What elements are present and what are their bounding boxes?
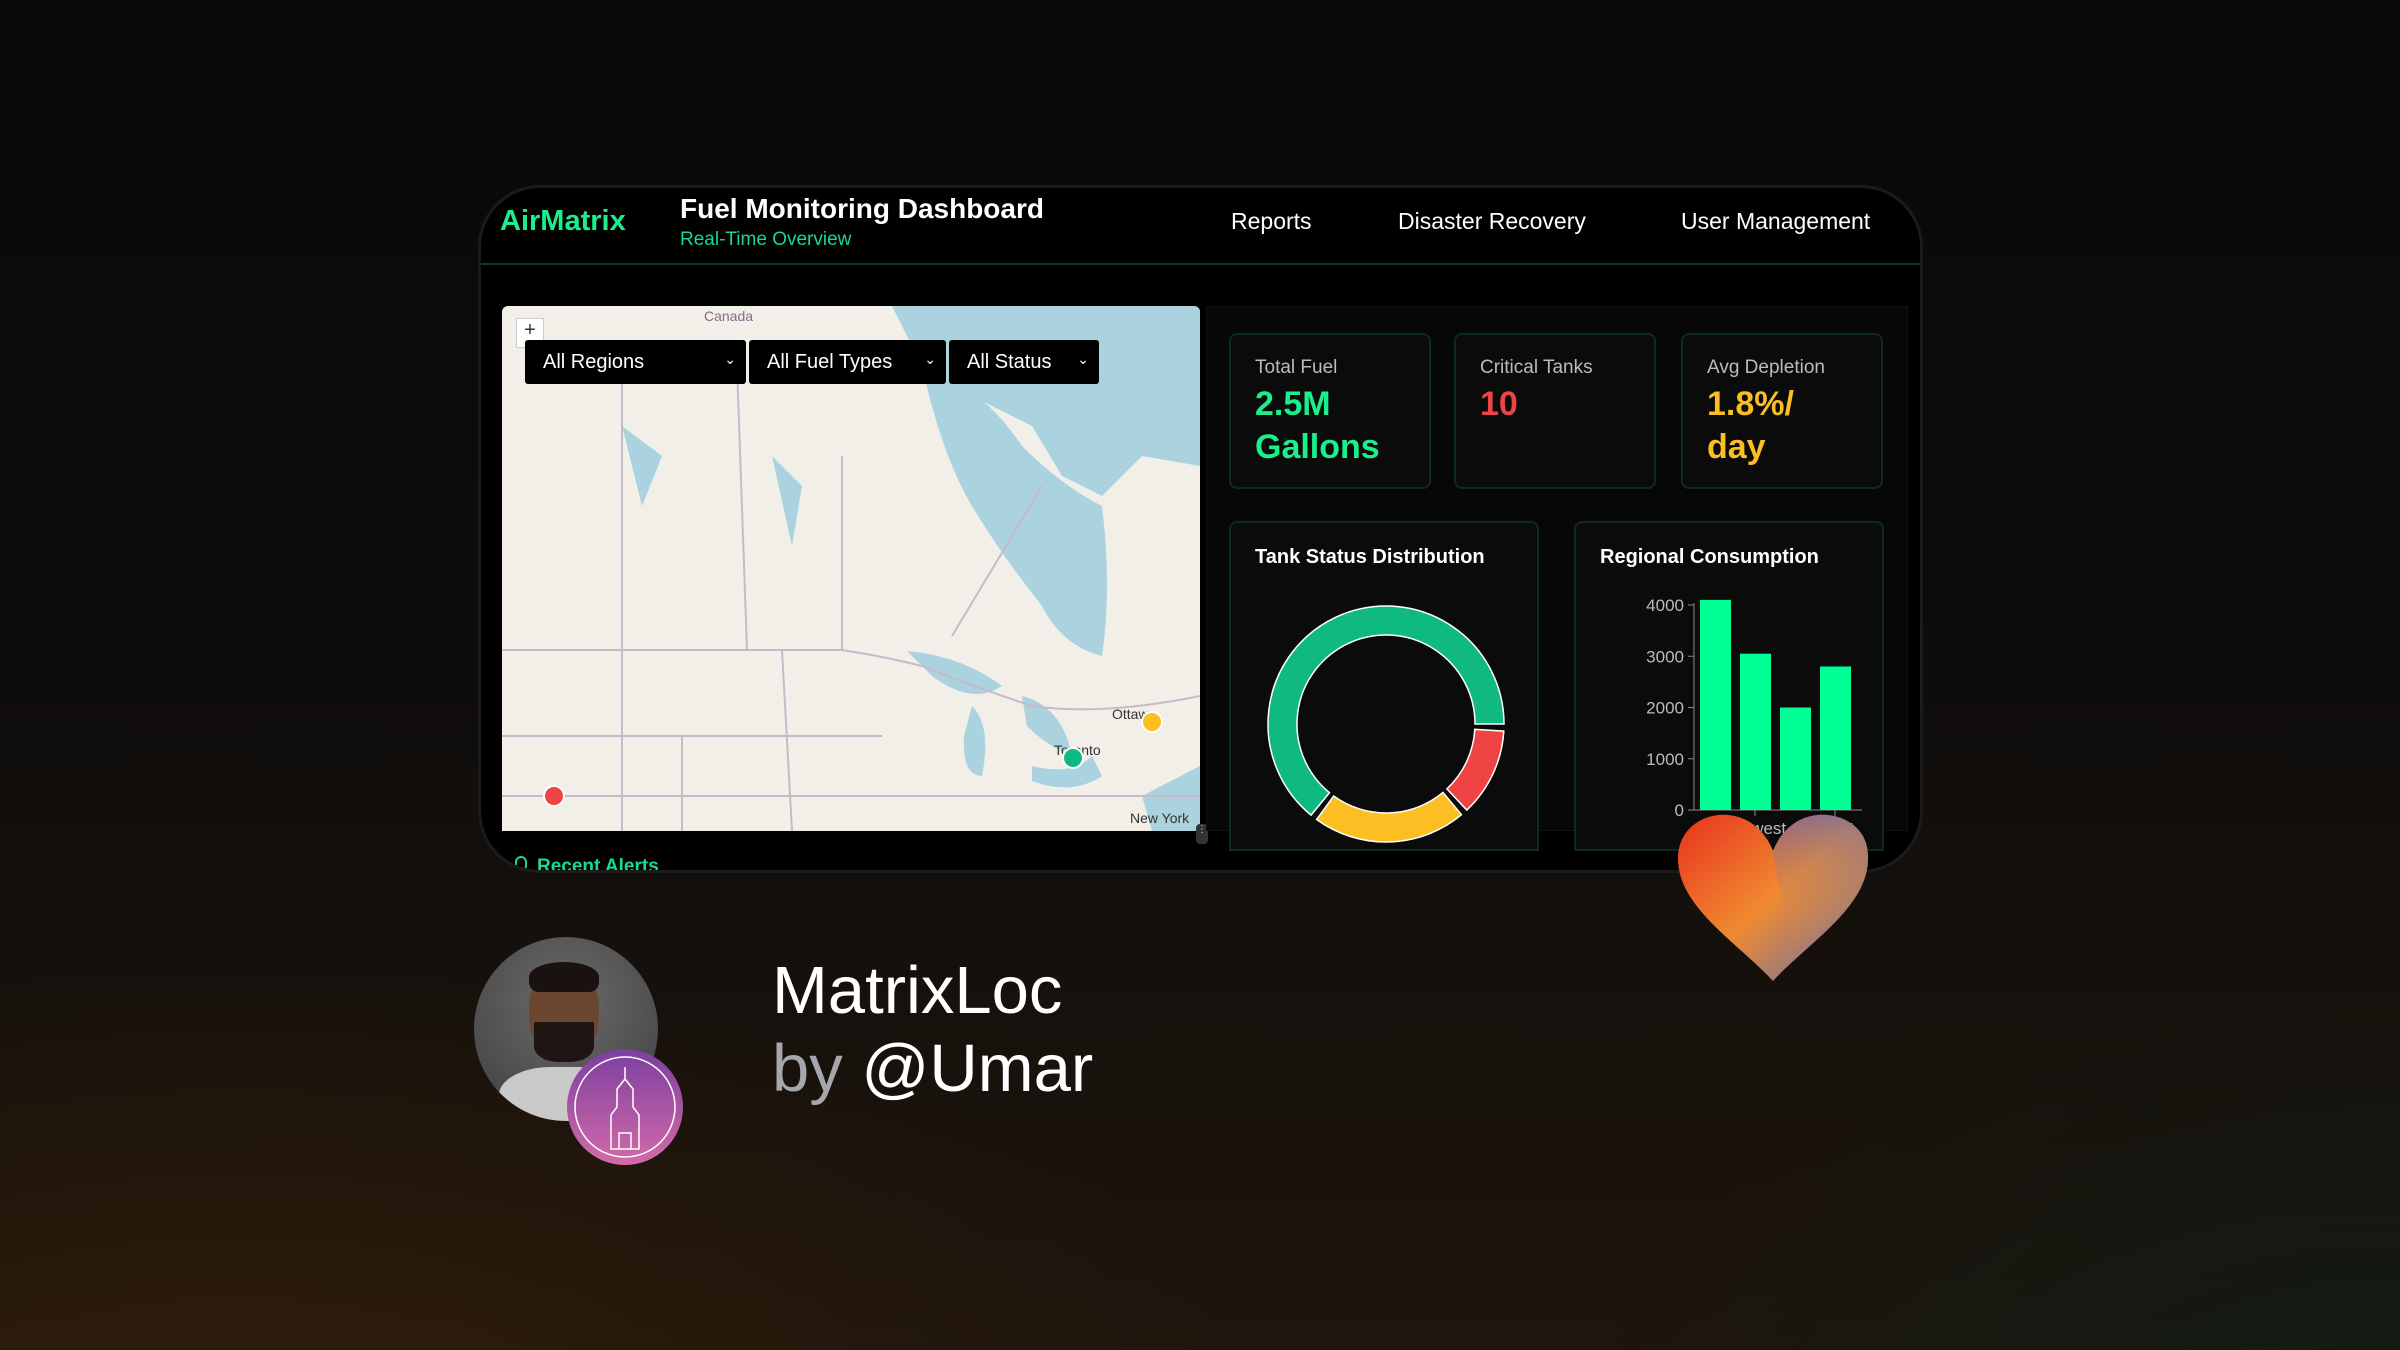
bar[interactable] <box>1780 707 1811 811</box>
region-filter-select[interactable]: All Regions ⌄ <box>525 340 746 384</box>
donut-slice[interactable] <box>1315 791 1463 843</box>
nav-disaster-recovery[interactable]: Disaster Recovery <box>1398 208 1586 234</box>
metrics-panel: Total Fuel 2.5M Gallons Critical Tanks 1… <box>1206 306 1908 851</box>
status-filter-value: All Status <box>967 351 1052 373</box>
map-marker-normal[interactable] <box>1062 747 1084 769</box>
page-title: Fuel Monitoring Dashboard <box>680 193 1044 224</box>
map-marker-critical[interactable] <box>543 785 565 807</box>
recent-alerts-title: Recent Alerts <box>537 856 659 873</box>
church-icon <box>574 1056 676 1158</box>
page-subtitle: Real-Time Overview <box>680 229 852 250</box>
stat-label: Total Fuel <box>1255 357 1338 378</box>
logo[interactable]: AirMatrix <box>500 205 626 237</box>
by-label: by <box>772 1031 843 1106</box>
stat-value: 10 <box>1480 385 1518 423</box>
recent-alerts-heading: Recent Alerts <box>515 856 659 873</box>
bar[interactable] <box>1700 599 1731 810</box>
tank-status-chart-card: Tank Status Distribution <box>1229 521 1539 851</box>
map-label-new-york: New York <box>1130 810 1190 826</box>
nav-reports[interactable]: Reports <box>1231 208 1312 234</box>
donut-chart <box>1267 605 1505 843</box>
donut-slice[interactable] <box>1445 728 1505 812</box>
status-filter-select[interactable]: All Status ⌄ <box>949 340 1099 384</box>
chevron-down-icon: ⌄ <box>1077 351 1089 367</box>
chevron-down-icon: ⌄ <box>724 351 736 367</box>
regional-consumption-chart-card: Regional Consumption 01000200030004000Mi… <box>1574 521 1884 851</box>
stat-avg-depletion: Avg Depletion 1.8%/ day <box>1681 333 1883 489</box>
author-credit: by @Umar <box>772 1030 1093 1107</box>
donut-slice[interactable] <box>1267 605 1505 817</box>
y-tick-label: 1000 <box>1646 750 1684 769</box>
y-tick-label: 4000 <box>1646 596 1684 615</box>
stat-value: 2.5M Gallons <box>1255 385 1380 466</box>
alert-icon <box>515 856 527 870</box>
chevron-down-icon: ⌄ <box>924 351 936 367</box>
bar[interactable] <box>1740 653 1771 810</box>
stat-label: Critical Tanks <box>1480 357 1593 378</box>
map[interactable]: + Canada Ottawa Toronto New York All Reg… <box>502 306 1200 831</box>
dashboard-card: AirMatrix Fuel Monitoring Dashboard Real… <box>478 185 1923 873</box>
project-name: MatrixLoc <box>772 953 1063 1028</box>
region-filter-value: All Regions <box>543 351 645 373</box>
stat-value: 1.8%/ day <box>1707 385 1794 466</box>
bar-chart: 01000200030004000MidwestWest <box>1646 596 1862 838</box>
map-label-canada: Canada <box>704 308 754 324</box>
stat-critical-tanks: Critical Tanks 10 <box>1454 333 1656 489</box>
org-badge <box>567 1049 683 1165</box>
bar[interactable] <box>1820 666 1851 811</box>
map-marker-warning[interactable] <box>1141 711 1163 733</box>
resize-handle[interactable]: ⋮ <box>1196 824 1208 844</box>
heart-icon <box>1677 814 1869 981</box>
y-tick-label: 3000 <box>1646 647 1684 666</box>
chart-title: Tank Status Distribution <box>1255 546 1485 568</box>
stat-label: Avg Depletion <box>1707 357 1825 378</box>
author-handle[interactable]: @Umar <box>861 1031 1094 1106</box>
nav-user-management[interactable]: User Management <box>1681 208 1871 234</box>
y-tick-label: 0 <box>1675 801 1684 820</box>
chart-title: Regional Consumption <box>1600 546 1819 568</box>
fuel-type-filter-select[interactable]: All Fuel Types ⌄ <box>749 340 946 384</box>
header-divider <box>481 263 1920 265</box>
y-tick-label: 2000 <box>1646 699 1684 718</box>
fuel-type-filter-value: All Fuel Types <box>767 351 893 373</box>
stat-total-fuel: Total Fuel 2.5M Gallons <box>1229 333 1431 489</box>
